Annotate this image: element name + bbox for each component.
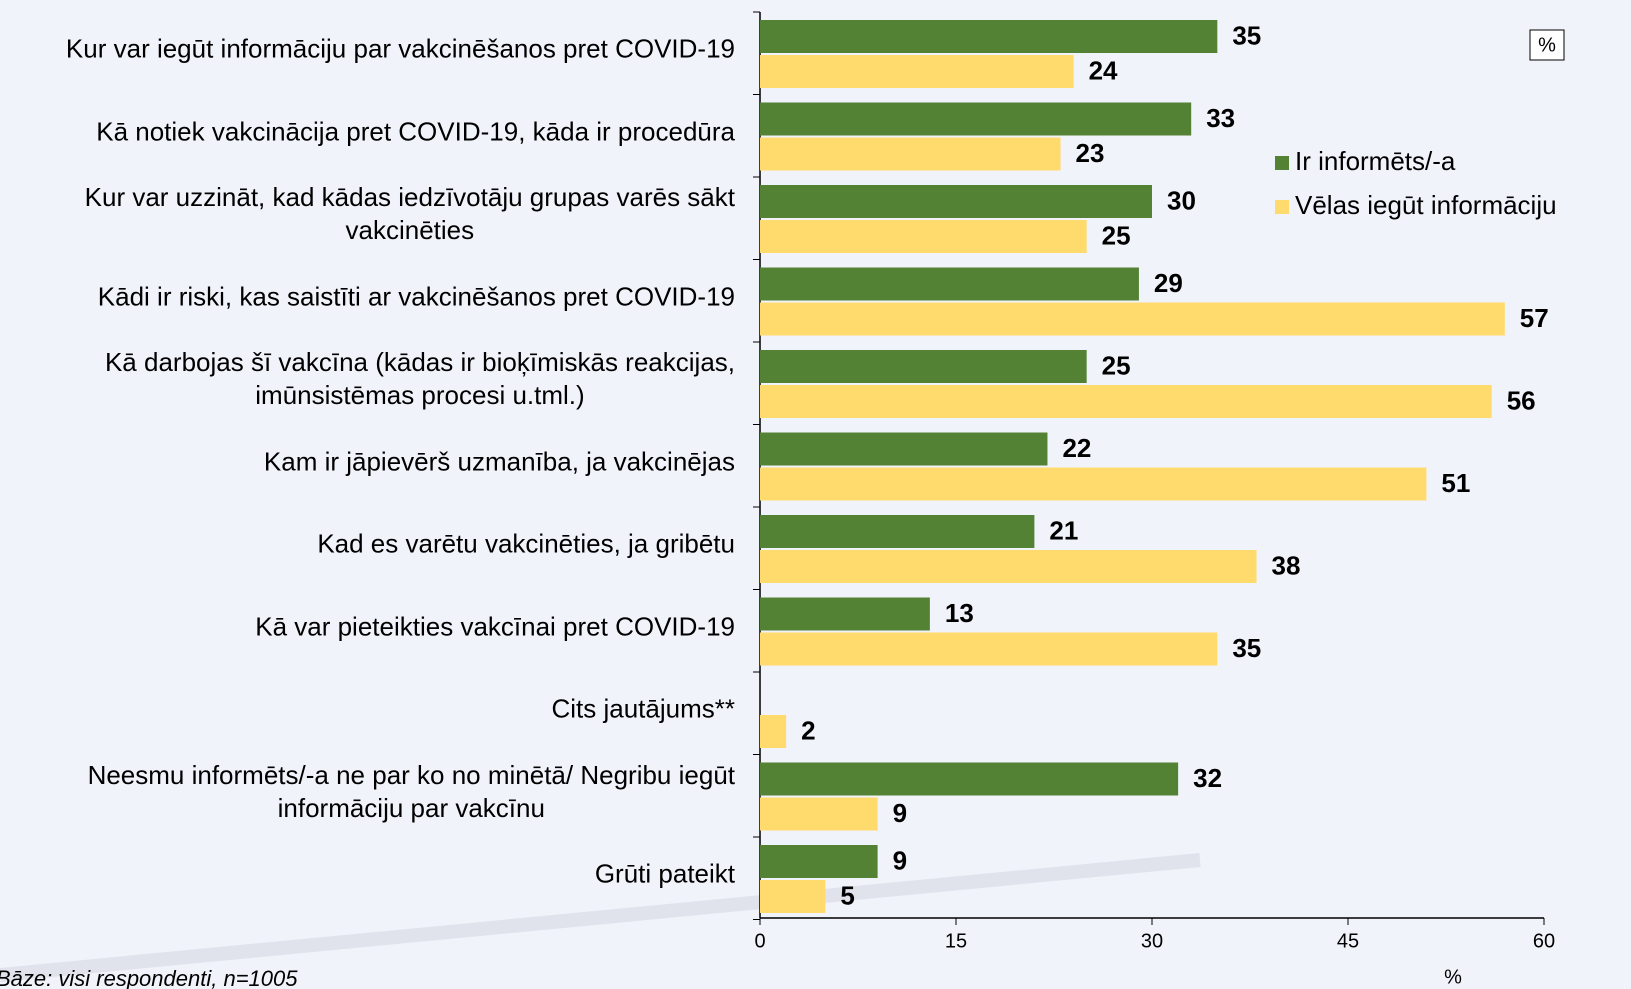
bar	[760, 550, 1257, 583]
value-label: 2	[801, 715, 815, 745]
value-label: 25	[1102, 350, 1131, 380]
bar	[760, 880, 826, 913]
x-tick-label: 15	[945, 930, 967, 952]
value-label: 5	[840, 880, 854, 910]
bar	[760, 432, 1048, 466]
value-label: 35	[1232, 20, 1261, 50]
bar	[760, 137, 1061, 171]
value-label: 22	[1062, 433, 1091, 463]
x-tick-label: 0	[754, 930, 765, 952]
value-label: 33	[1206, 103, 1235, 133]
legend-label: Ir informēts/-a	[1295, 146, 1456, 176]
value-label: 13	[945, 598, 974, 628]
bar	[760, 597, 930, 631]
bar	[760, 185, 1152, 218]
value-label: 57	[1520, 303, 1549, 333]
bar	[760, 715, 787, 748]
category-label: Kur var iegūt informāciju par vakcinēšan…	[65, 33, 735, 64]
badge: %	[1538, 34, 1556, 56]
category-label: Kā darbojas šī vakcīna (kādas ir bioķīmi…	[104, 347, 735, 411]
legend-label: Vēlas iegūt informāciju	[1295, 190, 1557, 220]
value-label: 25	[1102, 220, 1131, 250]
bar	[760, 102, 1192, 136]
value-label: 32	[1193, 763, 1222, 793]
bar	[760, 220, 1087, 253]
badge-box	[1529, 29, 1565, 61]
bar	[760, 762, 1179, 796]
value-label: 24	[1089, 55, 1118, 85]
category-label: Kad es varētu vakcinēties, ja gribētu	[317, 528, 735, 559]
x-tick-label: 45	[1337, 930, 1359, 952]
value-label: 23	[1076, 138, 1105, 168]
category-label: Kur var uzzināt, kad kādas iedzīvotāju g…	[84, 182, 735, 246]
category-label: Kā var pieteikties vakcīnai pret COVID-1…	[255, 611, 735, 642]
bar	[760, 797, 878, 831]
value-label: 56	[1507, 385, 1536, 415]
bar	[760, 55, 1074, 88]
x-axis-label: %	[1444, 966, 1462, 988]
bar	[760, 385, 1492, 418]
value-label: 9	[893, 845, 907, 875]
legend-marker	[1275, 156, 1289, 170]
category-label: Kādi ir riski, kas saistīti ar vakcinēša…	[97, 281, 735, 312]
value-label: 21	[1049, 515, 1078, 545]
bar	[760, 350, 1087, 383]
value-label: 51	[1441, 468, 1470, 498]
bar	[760, 302, 1505, 336]
category-label: Cits jautājums**	[551, 693, 735, 724]
category-label: Kam ir jāpievērš uzmanība, ja vakcinējas	[263, 446, 735, 477]
category-label: Neesmu informēts/-a ne par ko no minētā/…	[87, 759, 735, 823]
x-tick-label: 30	[1141, 930, 1163, 952]
x-tick-label: 60	[1533, 930, 1555, 952]
value-label: 9	[893, 798, 907, 828]
bar	[760, 632, 1218, 666]
bar	[760, 20, 1218, 53]
legend-marker	[1275, 200, 1289, 214]
decoration	[0, 853, 1201, 982]
category-label: Grūti pateikt	[594, 858, 735, 889]
value-label: 35	[1232, 633, 1261, 663]
bar	[760, 467, 1427, 501]
value-label: 29	[1154, 268, 1183, 298]
bar	[760, 267, 1139, 301]
note: Bāze: visi respondenti, n=1005	[0, 966, 298, 989]
bar	[760, 515, 1035, 548]
category-label: Kā notiek vakcinācija pret COVID-19, kād…	[96, 116, 735, 147]
value-label: 30	[1167, 185, 1196, 215]
bar	[760, 845, 878, 878]
value-label: 38	[1272, 550, 1301, 580]
